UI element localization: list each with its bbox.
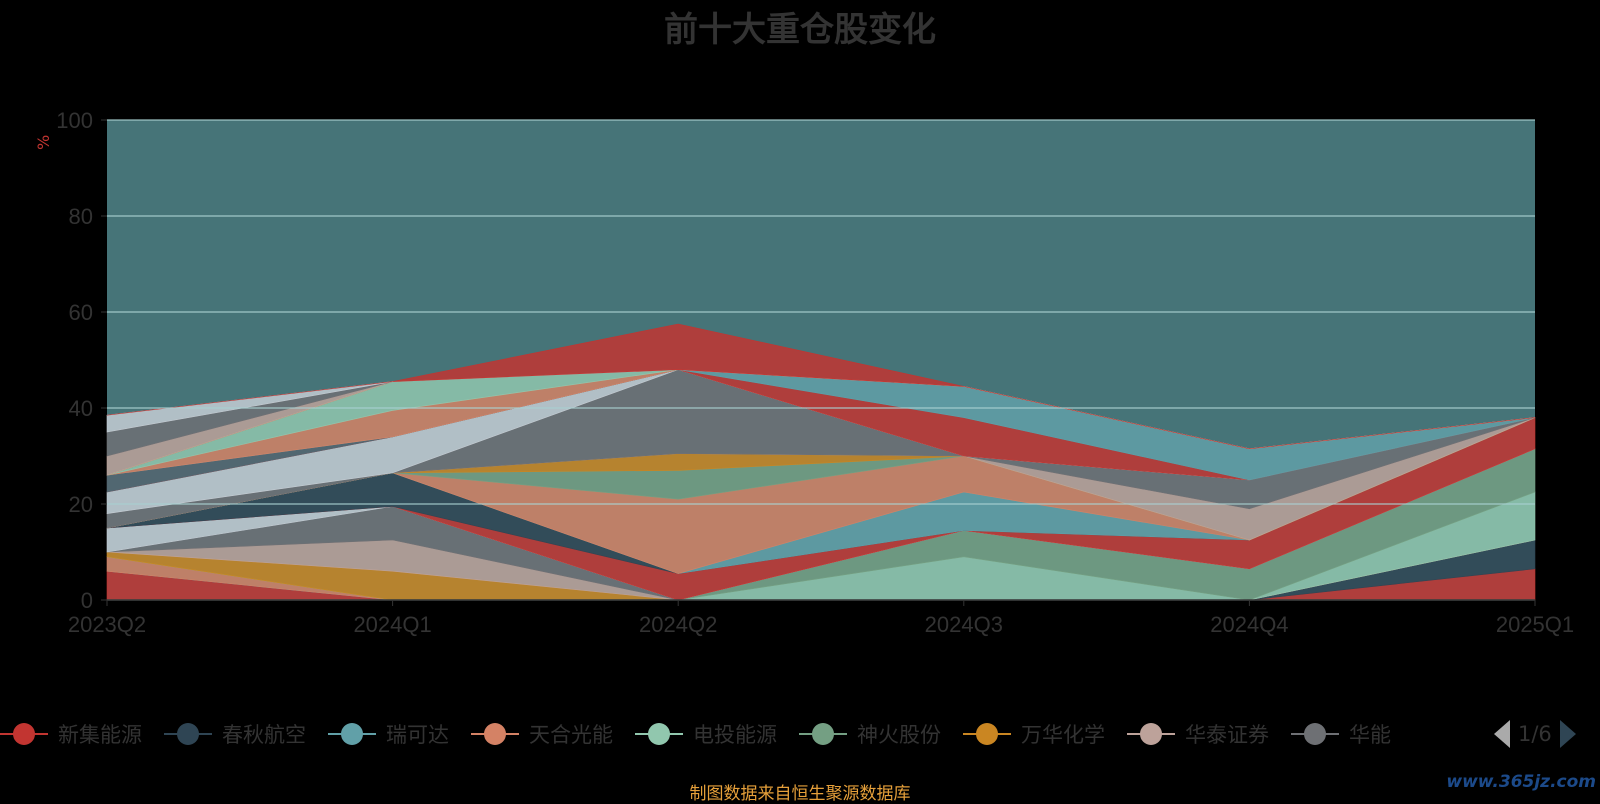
- legend-marker-icon: [0, 722, 48, 746]
- legend-label: 华泰证券: [1185, 723, 1269, 747]
- source-note: 制图数据来自恒生聚源数据库: [689, 784, 911, 804]
- legend-marker-icon: [328, 722, 376, 746]
- y-tick-label: 80: [69, 204, 93, 229]
- legend-item[interactable]: 电投能源: [635, 716, 777, 752]
- legend-marker-icon: [471, 722, 519, 746]
- legend-item[interactable]: 神火股份: [799, 716, 941, 752]
- x-tick-label: 2024Q1: [353, 612, 431, 637]
- y-tick-label: 0: [81, 588, 93, 613]
- x-tick-label: 2023Q2: [68, 612, 146, 637]
- legend-item[interactable]: 华泰证券: [1127, 716, 1269, 752]
- legend-label: 神火股份: [857, 723, 941, 747]
- legend: 新集能源 春秋航空 瑞可达 天合光能 电投能源 神火股份 万华化学 华泰证券 华能: [0, 716, 1480, 752]
- legend-item[interactable]: 万华化学: [963, 716, 1105, 752]
- legend-marker-icon: [164, 722, 212, 746]
- y-tick-label: 40: [69, 396, 93, 421]
- legend-marker-icon: [1291, 722, 1339, 746]
- legend-page-indicator: 1/6: [1518, 722, 1552, 746]
- x-tick-label: 2025Q1: [1496, 612, 1574, 637]
- chart-title: 前十大重仓股变化: [664, 10, 936, 50]
- legend-label: 万华化学: [1021, 723, 1105, 747]
- legend-marker-icon: [963, 722, 1011, 746]
- y-axis-unit: %: [34, 134, 53, 150]
- legend-next-icon[interactable]: [1559, 720, 1576, 748]
- y-tick-label: 20: [69, 492, 93, 517]
- legend-label: 新集能源: [58, 723, 142, 747]
- legend-marker-icon: [1127, 722, 1175, 746]
- y-tick-label: 100: [56, 108, 93, 133]
- legend-label: 电投能源: [693, 723, 777, 747]
- legend-item[interactable]: 春秋航空: [164, 716, 306, 752]
- legend-marker-icon: [799, 722, 847, 746]
- legend-item[interactable]: 新集能源: [0, 716, 142, 752]
- legend-item[interactable]: 瑞可达: [328, 716, 449, 752]
- watermark: www.365jz.com: [1446, 772, 1596, 792]
- legend-pager: 1/6: [1494, 716, 1576, 752]
- legend-item[interactable]: 天合光能: [471, 716, 613, 752]
- legend-marker-icon: [635, 722, 683, 746]
- chart-canvas: 0 20 40 60 80 100 2023Q2 2024Q1 2024Q2 2024Q3 2024…: [56, 108, 1574, 637]
- x-tick-label: 2024Q3: [925, 612, 1003, 637]
- legend-label: 天合光能: [529, 723, 613, 747]
- x-tick-label: 2024Q2: [639, 612, 717, 637]
- legend-label: 华能: [1349, 723, 1391, 747]
- legend-prev-icon[interactable]: [1494, 720, 1510, 748]
- legend-label: 瑞可达: [386, 723, 449, 747]
- legend-item[interactable]: 华能: [1291, 716, 1391, 752]
- x-tick-label: 2024Q4: [1210, 612, 1288, 637]
- legend-label: 春秋航空: [222, 723, 306, 747]
- y-tick-label: 60: [69, 300, 93, 325]
- area-series-30: [106, 323, 1536, 450]
